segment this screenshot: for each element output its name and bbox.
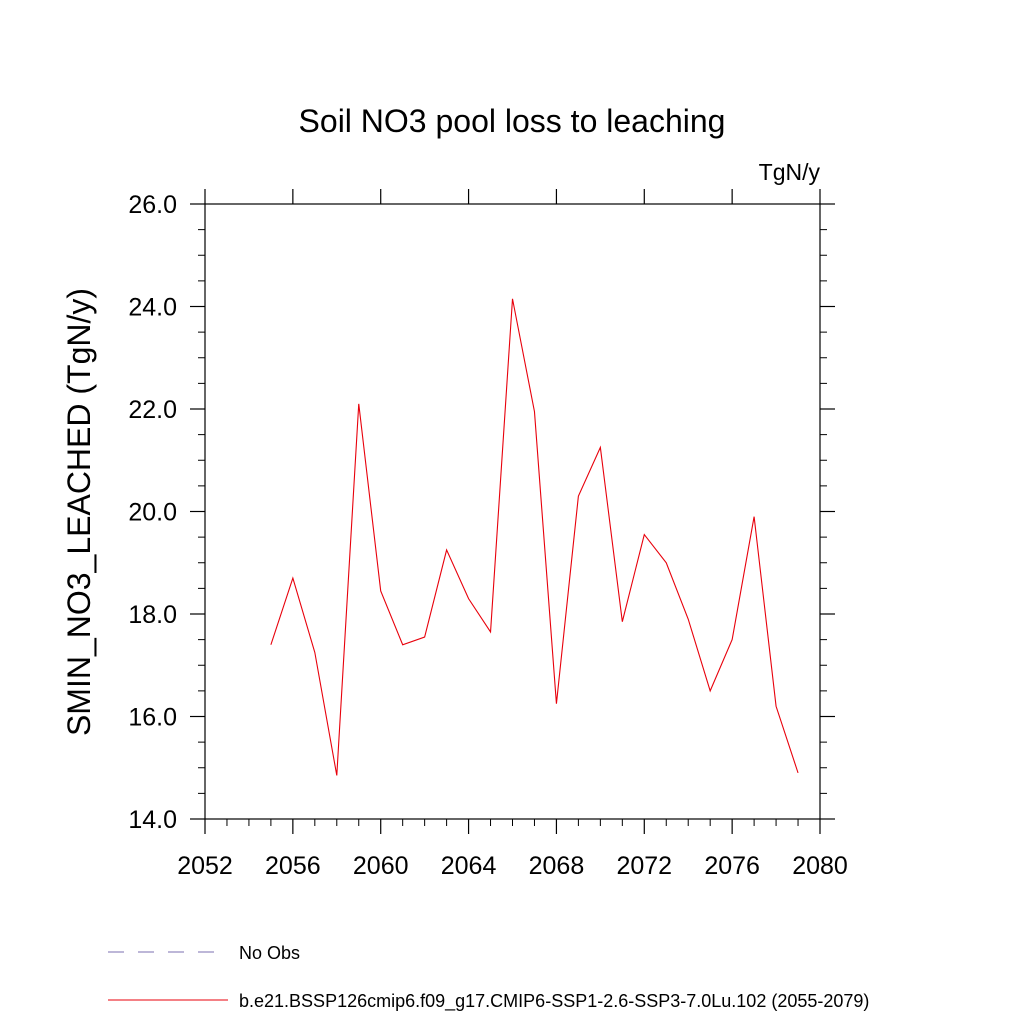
plot-border <box>204 203 821 820</box>
x-tick-label: 2072 <box>616 852 672 880</box>
data-point <box>534 411 535 412</box>
y-tick-label: 18.0 <box>128 601 177 629</box>
data-point <box>446 549 447 550</box>
data-point <box>754 516 755 517</box>
series-line-0 <box>270 298 799 776</box>
data-point <box>688 619 689 620</box>
data-point <box>600 447 601 448</box>
data-point <box>644 534 645 535</box>
y-tick-label: 14.0 <box>128 806 177 834</box>
data-point <box>292 578 293 579</box>
x-tick-label: 2080 <box>792 852 848 880</box>
y-tick-label: 26.0 <box>128 191 177 219</box>
y-tick-label: 24.0 <box>128 294 177 322</box>
x-tick-label: 2060 <box>353 852 409 880</box>
data-point <box>270 644 271 645</box>
data-point <box>402 644 403 645</box>
legend-label-no-obs: No Obs <box>239 943 300 963</box>
legend: No Obs b.e21.BSSP126cmip6.f09_g17.CMIP6-… <box>108 943 869 1012</box>
data-point <box>336 775 337 776</box>
x-tick-label: 2068 <box>529 852 585 880</box>
data-point <box>710 690 711 691</box>
data-point <box>732 639 733 640</box>
plot-frame <box>204 203 821 820</box>
y-axis-label: SMIN_NO3_LEACHED (TgN/y) <box>61 288 97 736</box>
data-point <box>775 706 776 707</box>
units-label: TgN/y <box>759 159 821 185</box>
y-axis-ticks: 14.0 16.0 18.0 20.0 22.0 24.0 26.0 <box>128 191 835 834</box>
data-point <box>556 703 557 704</box>
y-tick-label: 20.0 <box>128 499 177 527</box>
y-tick-label: 16.0 <box>128 704 177 732</box>
data-point <box>578 496 579 497</box>
data-point <box>424 636 425 637</box>
data-point <box>468 598 469 599</box>
data-point <box>666 562 667 563</box>
x-tick-label: 2056 <box>265 852 321 880</box>
x-tick-label: 2052 <box>177 852 233 880</box>
legend-label-model-run: b.e21.BSSP126cmip6.f09_g17.CMIP6-SSP1-2.… <box>239 991 869 1012</box>
data-point <box>622 621 623 622</box>
x-tick-label: 2076 <box>704 852 760 880</box>
series-layer <box>270 298 799 776</box>
data-point <box>380 590 381 591</box>
data-point <box>512 298 513 299</box>
x-axis-ticks: 2052 2056 2060 2064 2068 2072 2076 2080 <box>177 189 848 880</box>
data-point <box>314 652 315 653</box>
data-point <box>490 631 491 632</box>
data-point <box>797 772 798 773</box>
y-tick-label: 22.0 <box>128 396 177 424</box>
x-tick-label: 2064 <box>441 852 497 880</box>
data-point <box>358 403 359 404</box>
chart-title: Soil NO3 pool loss to leaching <box>299 103 726 139</box>
